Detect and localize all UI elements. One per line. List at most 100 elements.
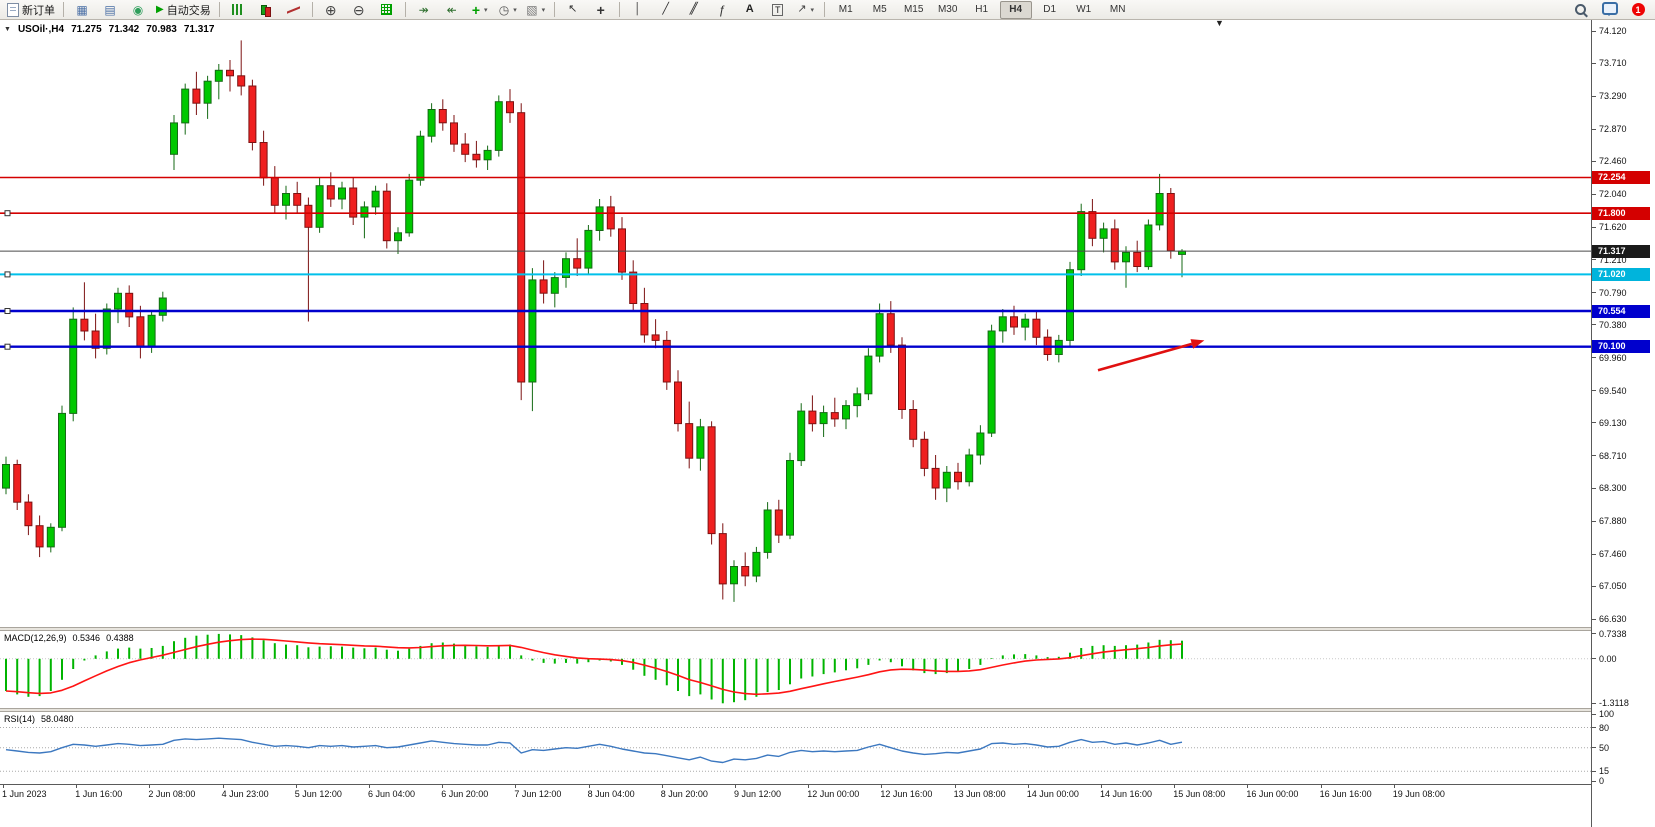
time-label: 7 Jun 12:00 <box>514 789 562 799</box>
macd-histogram <box>5 633 1183 704</box>
grid-icon <box>381 4 393 15</box>
timeframe-m5-button[interactable]: M5 <box>872 4 887 15</box>
auto-trading-button[interactable]: ▶ 自动交易 <box>152 0 215 19</box>
macd-tick-label: 0.7338 <box>1599 628 1627 639</box>
search-button[interactable] <box>1568 0 1596 19</box>
price-axis[interactable]: 74.120 73.710 73.290 72.870 72.460 72.040 71.6… <box>1591 20 1655 827</box>
zoom-in-button[interactable]: ⊕ <box>317 0 345 19</box>
arrow-annotation[interactable] <box>1097 342 1193 372</box>
main-chart-pane[interactable]: ▼ USOil·,H4 71.275 71.342 70.983 71.317 … <box>0 20 1591 627</box>
timeframe-h1-button[interactable]: H1 <box>975 4 989 15</box>
timeframe-mn-button[interactable]: MN <box>1109 4 1126 15</box>
time-label: 16 Jun 16:00 <box>1319 789 1372 799</box>
price-line-badge-72.254: 72.254 <box>1592 171 1650 184</box>
auto-scroll-button[interactable]: ↠ <box>410 0 438 19</box>
rsi-chart[interactable] <box>0 712 1591 784</box>
notifications-button[interactable]: 1 <box>1624 0 1652 19</box>
timeframe-d1-button[interactable]: D1 <box>1043 4 1057 15</box>
channel-icon: ╱╱ <box>689 3 698 15</box>
time-label: 1 Jun 2023 <box>2 789 47 799</box>
dropdown-arrow-icon: ▾ <box>810 6 815 14</box>
text-button[interactable]: A <box>736 0 764 19</box>
chart-ohlc-title: ▼ USOil·,H4 71.275 71.342 70.983 71.317 <box>4 24 214 35</box>
line-chart-icon <box>287 5 300 15</box>
axis-tickmark <box>1592 455 1596 457</box>
time-label: 4 Jun 23:00 <box>221 789 269 799</box>
price-tick-label: 71.620 <box>1599 222 1627 233</box>
grid-button[interactable] <box>373 0 401 19</box>
time-label: 12 Jun 00:00 <box>807 789 860 799</box>
pane-splitter-macd[interactable] <box>0 627 1591 631</box>
trendline-icon: ╱ <box>662 3 670 15</box>
time-label: 5 Jun 12:00 <box>294 789 342 799</box>
chart-shift-marker[interactable]: ▼ <box>1215 20 1224 28</box>
chart-collapse-icon[interactable]: ▼ <box>4 26 11 33</box>
vertical-line-button[interactable]: │ <box>624 0 652 19</box>
time-label: 12 Jun 16:00 <box>880 789 933 799</box>
time-axis[interactable]: 1 Jun 2023 1 Jun 16:00 2 Jun 08:00 4 Jun 23… <box>0 784 1591 827</box>
time-axis-tickmark <box>1027 785 1029 788</box>
periods-button[interactable]: ◷ ▾ <box>494 0 522 19</box>
line-handle[interactable] <box>4 271 11 278</box>
rsi-value: 58.0480 <box>41 714 74 724</box>
alerts-button[interactable]: ◉ <box>124 0 152 19</box>
charts-window-button[interactable]: ▦ <box>68 0 96 19</box>
axis-tickmark <box>1592 520 1596 522</box>
fibonacci-icon: ƒ <box>718 2 726 17</box>
bar-chart-button[interactable] <box>224 0 252 19</box>
time-axis-tickmark <box>954 785 956 788</box>
axis-tickmark <box>1592 618 1596 620</box>
play-icon: ▶ <box>156 3 164 15</box>
zoom-in-icon: ⊕ <box>324 1 337 18</box>
profiles-button[interactable]: ▤ <box>96 0 124 19</box>
indicators-button[interactable]: + ▾ <box>466 0 494 19</box>
chart-shift-button[interactable]: ↞ <box>438 0 466 19</box>
macd-pane[interactable]: MACD(12,26,9) 0.5346 0.4388 <box>0 631 1591 708</box>
time-label: 14 Jun 16:00 <box>1100 789 1153 799</box>
timeframe-m30-button[interactable]: M30 <box>937 4 958 15</box>
clock-icon: ◷ <box>498 2 510 17</box>
label-button[interactable]: T <box>764 0 792 19</box>
time-axis-tickmark <box>149 785 151 788</box>
notification-count-badge: 1 <box>1631 3 1645 16</box>
time-label: 8 Jun 04:00 <box>587 789 635 799</box>
toolbar-separator <box>618 2 620 17</box>
candlestick-chart[interactable] <box>0 20 1591 627</box>
chat-button[interactable] <box>1596 0 1624 19</box>
cursor-button[interactable]: ↖ <box>559 0 587 19</box>
macd-main-value: 0.5346 <box>72 633 101 643</box>
timeframe-m1-button[interactable]: M1 <box>838 4 853 15</box>
candlestick-chart-button[interactable] <box>252 0 280 19</box>
time-axis-tickmark <box>442 785 444 788</box>
macd-tick-label: -1.3118 <box>1599 698 1629 709</box>
new-order-button[interactable]: 新订单 <box>3 0 59 19</box>
price-tick-label: 70.380 <box>1599 319 1627 330</box>
shapes-button[interactable]: ↗ ▾ <box>792 0 820 19</box>
price-tick-label: 74.120 <box>1599 26 1627 36</box>
pane-splitter-rsi[interactable] <box>0 708 1591 712</box>
macd-chart[interactable] <box>0 631 1591 708</box>
price-tick-label: 73.710 <box>1599 58 1627 69</box>
rsi-pane[interactable]: RSI(14) 58.0480 <box>0 712 1591 784</box>
trendline-button[interactable]: ╱ <box>652 0 680 19</box>
line-chart-button[interactable] <box>280 0 308 19</box>
time-axis-tickmark <box>515 785 517 788</box>
zoom-out-icon: ⊖ <box>352 1 365 18</box>
time-label: 14 Jun 00:00 <box>1026 789 1079 799</box>
crosshair-button[interactable]: + <box>587 0 615 19</box>
line-handle[interactable] <box>4 343 11 350</box>
arrow-annotation-head[interactable] <box>1190 339 1205 349</box>
shapes-icon: ↗ <box>797 3 807 15</box>
timeframe-m15-button[interactable]: M15 <box>903 4 924 15</box>
timeframe-w1-button[interactable]: W1 <box>1076 4 1092 15</box>
templates-button[interactable]: ▧ ▾ <box>522 0 550 19</box>
price-tick-label: 69.960 <box>1599 352 1627 363</box>
timeframe-h4-button[interactable]: H4 <box>999 0 1032 19</box>
cursor-icon: ↖ <box>568 3 578 15</box>
time-axis-tickmark <box>1174 785 1176 788</box>
line-handle[interactable] <box>4 308 11 314</box>
line-handle[interactable] <box>4 210 11 217</box>
zoom-out-button[interactable]: ⊖ <box>345 0 373 19</box>
fibonacci-button[interactable]: ƒ <box>708 0 736 19</box>
channel-button[interactable]: ╱╱ <box>680 0 708 19</box>
